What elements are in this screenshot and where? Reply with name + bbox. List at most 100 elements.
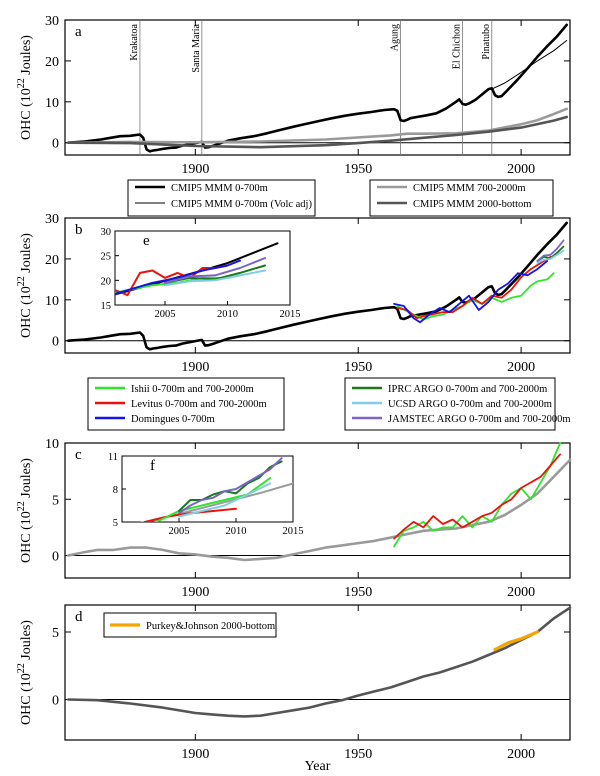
volcano-label: El Chichon: [451, 24, 462, 69]
legend-label: CMIP5 MMM 2000-bottom: [413, 199, 531, 210]
inset-series-group: [115, 242, 279, 297]
series-line: [393, 442, 562, 548]
series-line: [67, 458, 572, 562]
inset-letter: e: [143, 233, 150, 249]
x-tick-label: 1950: [344, 360, 372, 375]
x-tick-label: 1900: [181, 747, 209, 762]
panel-frame: [64, 217, 571, 354]
x-tick-label: 2000: [507, 162, 535, 177]
series-line: [67, 107, 569, 144]
inset-y-tick-label: 11: [108, 452, 118, 463]
legend-label: UCSD ARGO 0-700m and 700-2000m: [388, 399, 552, 410]
panel-letter: b: [75, 222, 83, 238]
inset-series-line: [178, 482, 272, 518]
y-label-exponent: 22: [16, 501, 27, 511]
y-axis-label-text: OHC (1022 Joules): [16, 620, 34, 725]
inset-series-line: [164, 269, 266, 287]
y-tick-label: 20: [45, 253, 59, 268]
series-line: [491, 40, 568, 90]
y-tick-label: 0: [52, 694, 59, 709]
panel-letter: d: [75, 609, 83, 625]
volcano-label: Agung: [390, 24, 401, 51]
panel-b: 1900 1950 2000 0 10 20 30 b 2005 2010 2015 15 20 25 30…: [45, 212, 571, 431]
legend-label: Levitus 0-700m and 700-2000m: [131, 399, 267, 410]
inset-x-tick-label: 2015: [283, 526, 304, 537]
panel-frame: [64, 604, 571, 741]
x-tick-label: 2000: [507, 360, 535, 375]
x-tick-label: 1950: [344, 162, 372, 177]
y-label-prefix: OHC (10: [19, 88, 34, 140]
volcano-label: Santa Maria: [191, 23, 202, 72]
y-tick-label: 5: [52, 626, 59, 641]
y-axis-label-a: OHC (1022 Joules): [16, 35, 34, 140]
inset-x-tick-label: 2005: [155, 309, 176, 320]
panel-a: 1900 1950 2000 0 10 20 30 a Krakatoa Santa Maria A…: [45, 14, 571, 217]
inset-y-tick-label: 8: [113, 485, 118, 496]
y-label-suffix: Joules): [19, 233, 34, 277]
y-tick-label: 30: [45, 212, 59, 227]
panel-frame: [64, 442, 571, 579]
series-line: [393, 453, 562, 540]
y-axis-label-c: OHC (1022 Joules): [16, 458, 34, 563]
legend-label: CMIP5 MMM 0-700m: [171, 183, 268, 194]
x-tick-label: 2000: [507, 747, 535, 762]
y-tick-label: 10: [45, 294, 59, 309]
y-tick-label: 0: [52, 335, 59, 350]
inset-series-line: [115, 259, 241, 295]
legend-label: Ishii 0-700m and 700-2000m: [131, 384, 254, 395]
x-tick-label: 2000: [507, 585, 535, 600]
legend-box: [87, 377, 285, 431]
y-axis-label-text: OHC (1022 Joules): [16, 233, 34, 338]
inset-y-tick-label: 25: [101, 252, 112, 263]
inset-e: 2005 2010 2015 15 20 25 30 e: [101, 227, 301, 320]
y-label-prefix: OHC (10: [19, 511, 34, 563]
y-label-suffix: Joules): [19, 620, 34, 664]
y-tick-label: 10: [45, 96, 59, 111]
y-label-suffix: Joules): [19, 35, 34, 79]
y-axis-label-text: OHC (1022 Joules): [16, 458, 34, 563]
y-tick-label: 0: [52, 137, 59, 152]
inset-series-line: [164, 257, 266, 284]
legend-label: Domingues 0-700m: [131, 414, 215, 425]
inset-x-tick-label: 2010: [217, 309, 238, 320]
panel-frame: [64, 19, 571, 156]
panel-c: 1900 1950 2000 0 5 10 c 2005 2010 2015 5 8 11 f: [45, 437, 572, 600]
x-tick-label: 1950: [344, 585, 372, 600]
legend-a: CMIP5 MMM 0-700m CMIP5 MMM 0-700m (Volc a…: [127, 179, 554, 217]
inset-x-tick-label: 2005: [169, 526, 190, 537]
series-line: [67, 23, 569, 153]
y-label-prefix: OHC (10: [19, 286, 34, 338]
legend-label: IPRC ARGO 0-700m and 700-2000m: [388, 384, 547, 395]
legend-label: Purkey&Johnson 2000-bottom: [146, 621, 275, 632]
x-tick-label: 1900: [181, 162, 209, 177]
x-axis-label: Year: [305, 759, 331, 774]
y-tick-label: 10: [45, 437, 59, 452]
y-axis-label-b: OHC (1022 Joules): [16, 233, 34, 338]
y-tick-label: 5: [52, 493, 59, 508]
inset-series-group: [139, 457, 293, 522]
series-line: [536, 239, 565, 262]
y-tick-label: 20: [45, 55, 59, 70]
volcano-label: Krakatoa: [129, 23, 140, 60]
series-line: [67, 115, 569, 149]
legend-b: Ishii 0-700m and 700-2000m Levitus 0-700m…: [87, 377, 571, 431]
legend-d: Purkey&Johnson 2000-bottom: [103, 612, 277, 638]
panel-letter: a: [75, 24, 82, 40]
x-tick-label: 1950: [344, 747, 372, 762]
y-tick-label: 0: [52, 550, 59, 565]
inset-x-tick-label: 2010: [226, 526, 247, 537]
y-label-exponent: 22: [16, 276, 27, 286]
y-label-suffix: Joules): [19, 458, 34, 502]
inset-y-tick-label: 5: [113, 518, 118, 529]
legend-label: CMIP5 MMM 0-700m (Volc adj): [171, 199, 312, 210]
inset-letter: f: [150, 458, 155, 474]
series-line: [493, 630, 540, 652]
y-axis-label-d: OHC (1022 Joules): [16, 620, 34, 725]
inset-series-line: [115, 264, 229, 297]
x-tick-label: 1900: [181, 585, 209, 600]
legend-label: CMIP5 MMM 700-2000m: [413, 183, 526, 194]
inset-x-tick-label: 2015: [280, 309, 301, 320]
y-label-prefix: OHC (10: [19, 673, 34, 725]
inset-y-tick-label: 30: [101, 227, 112, 238]
